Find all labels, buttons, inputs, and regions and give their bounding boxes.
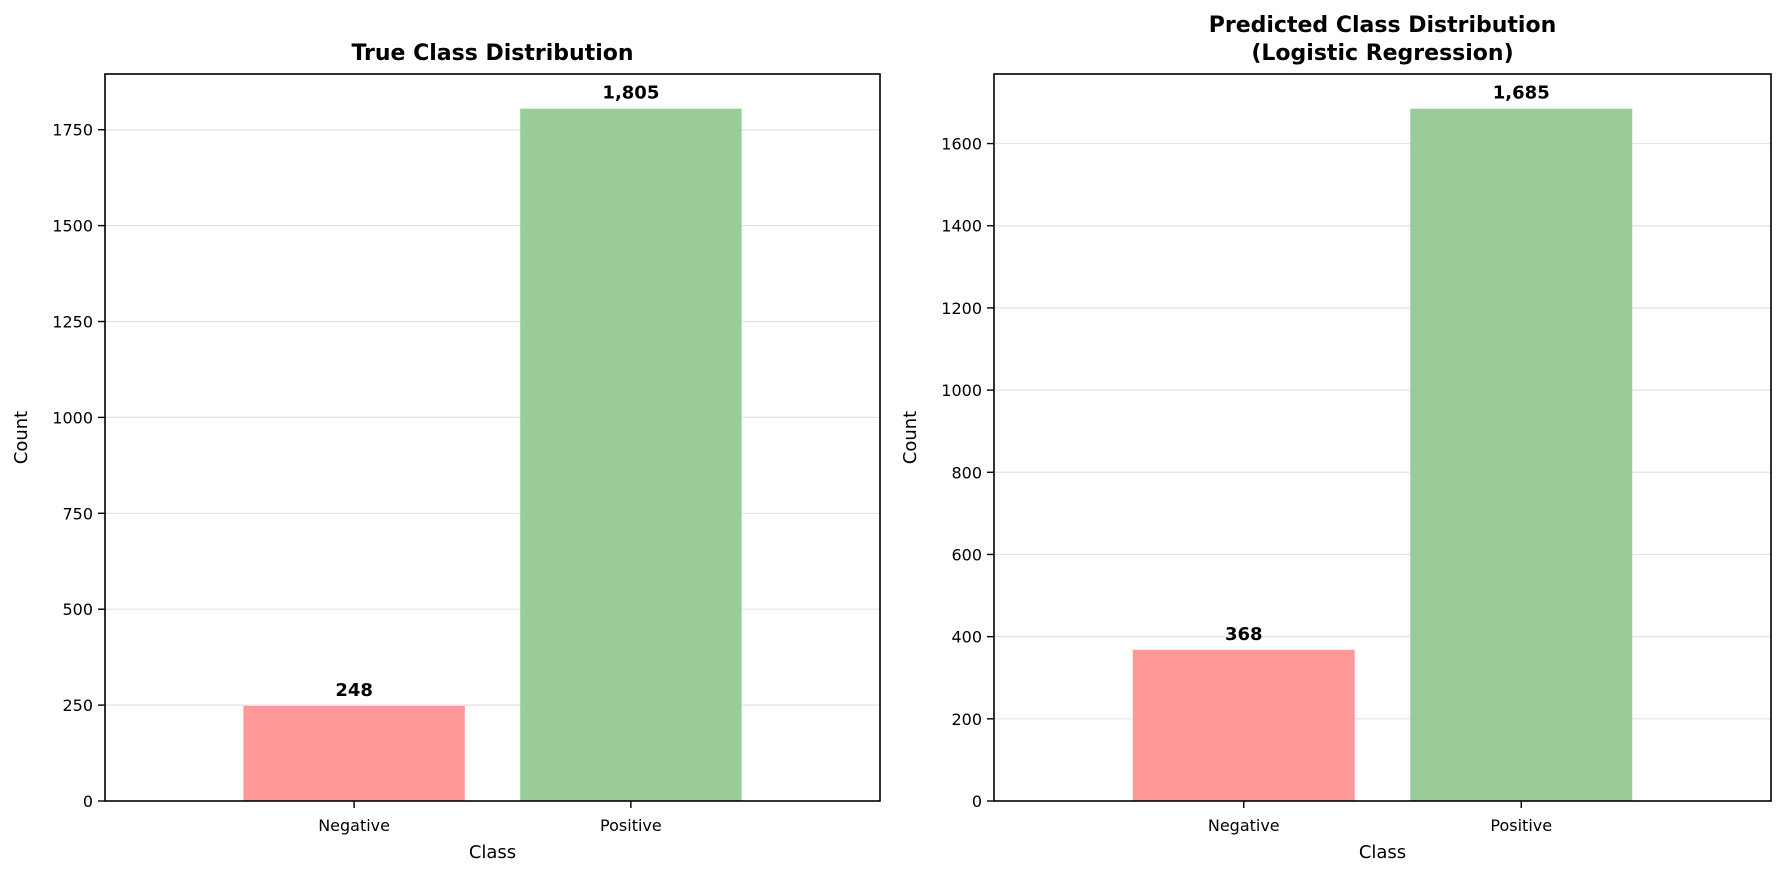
y-tick-label: 1000 [52, 408, 93, 427]
x-tick-label: Negative [1208, 816, 1280, 835]
x-tick-label: Positive [600, 816, 662, 835]
bar-positive [1410, 108, 1633, 802]
chart-predicted-class-distribution: 368 1,685 0 200 400 600 800 1000 1200 1400 1600 Neg… [900, 13, 1772, 863]
bar-value-label: 1,805 [602, 83, 659, 104]
y-tick-label: 1250 [52, 313, 93, 332]
y-tick-label: 250 [62, 696, 93, 715]
y-tick-label: 800 [951, 463, 982, 482]
y-axis-label: Count [11, 411, 32, 464]
axes-frame [104, 73, 881, 802]
chart-title: True Class Distribution [351, 41, 633, 66]
y-tick-label: 0 [972, 792, 982, 811]
x-axis-label: Class [1359, 842, 1406, 863]
y-tick-label: 1000 [941, 381, 982, 400]
y-tick-label: 1200 [941, 299, 982, 318]
bar-positive [520, 108, 742, 802]
x-tick-label: Positive [1490, 816, 1552, 835]
x-axis-label: Class [469, 842, 516, 863]
y-tick-label: 0 [83, 792, 93, 811]
chart-title: (Logistic Regression) [1251, 41, 1513, 66]
chart-true-class-distribution: 248 1,805 0 250 500 750 1000 1250 1500 1750 Negati… [11, 41, 881, 863]
y-tick-label: 500 [62, 600, 93, 619]
chart-title: Predicted Class Distribution [1209, 13, 1557, 38]
y-tick-label: 600 [951, 545, 982, 564]
bar-value-label: 248 [335, 680, 373, 701]
y-tick-label: 1750 [52, 121, 93, 140]
axes-frame [993, 73, 1772, 802]
bar-value-label: 368 [1225, 624, 1263, 645]
bar-negative [1132, 649, 1355, 801]
x-tick-label: Negative [318, 816, 390, 835]
bar-value-label: 1,685 [1493, 83, 1550, 104]
y-tick-label: 1600 [941, 135, 982, 154]
y-tick-label: 750 [62, 504, 93, 523]
y-tick-label: 1500 [52, 217, 93, 236]
y-tick-label: 400 [951, 628, 982, 647]
y-tick-label: 1400 [941, 217, 982, 236]
y-axis-label: Count [900, 411, 921, 464]
y-tick-label: 200 [951, 710, 982, 729]
bar-negative [243, 705, 465, 801]
